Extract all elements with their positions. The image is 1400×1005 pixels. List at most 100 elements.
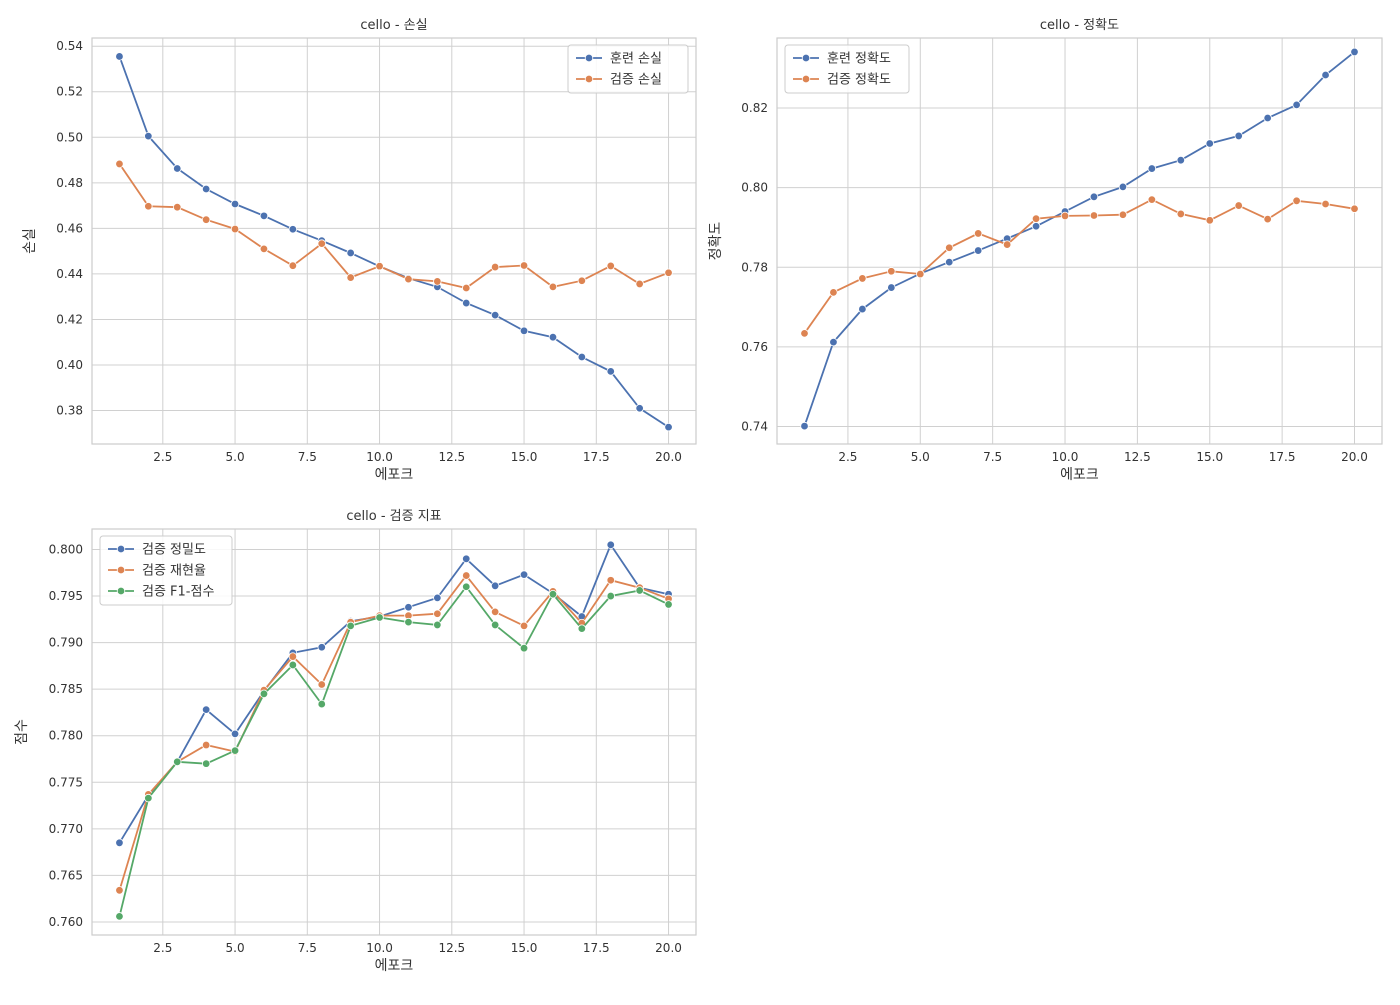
data-point bbox=[1176, 155, 1186, 165]
x-tick-label: 10.0 bbox=[366, 450, 393, 464]
data-point bbox=[887, 267, 896, 276]
data-point bbox=[1350, 47, 1359, 57]
data-point bbox=[259, 211, 269, 221]
data-point bbox=[230, 729, 240, 739]
data-point bbox=[201, 740, 211, 750]
data-point bbox=[916, 269, 925, 279]
data-point bbox=[945, 257, 954, 267]
legend-swatch-marker bbox=[116, 565, 126, 575]
x-tick-label: 17.5 bbox=[583, 450, 610, 464]
series-2 bbox=[800, 195, 1359, 338]
data-point bbox=[375, 261, 384, 271]
data-point bbox=[1089, 192, 1099, 202]
plot-frame bbox=[91, 528, 697, 936]
data-point bbox=[606, 367, 615, 376]
data-point bbox=[664, 422, 673, 432]
data-point bbox=[548, 333, 558, 342]
x-tick-label: 5.0 bbox=[226, 941, 245, 955]
series-3 bbox=[115, 582, 673, 921]
y-tick-label: 0.42 bbox=[56, 312, 83, 326]
y-tick-label: 0.50 bbox=[56, 130, 83, 144]
series-1 bbox=[800, 47, 1359, 431]
data-point bbox=[230, 199, 240, 209]
data-point bbox=[858, 274, 867, 283]
y-axis-label: 정확도 bbox=[708, 222, 724, 261]
data-point bbox=[1321, 70, 1330, 80]
data-point bbox=[548, 589, 558, 599]
data-point bbox=[201, 705, 211, 714]
data-point bbox=[1176, 209, 1186, 219]
legend-box bbox=[784, 44, 910, 94]
data-point bbox=[1060, 211, 1070, 221]
chart-title: cello - 정확도 bbox=[1040, 18, 1119, 33]
x-tick-label: 17.5 bbox=[583, 941, 610, 955]
data-point bbox=[173, 202, 182, 212]
x-tick-label: 2.5 bbox=[838, 450, 857, 464]
data-point bbox=[173, 164, 182, 173]
y-axis-label: 손실 bbox=[22, 228, 38, 254]
data-point bbox=[346, 273, 355, 282]
data-point bbox=[548, 282, 558, 292]
data-point bbox=[1263, 214, 1272, 224]
series-line bbox=[803, 51, 1356, 427]
y-tick-label: 0.54 bbox=[56, 39, 83, 53]
data-point bbox=[115, 52, 124, 61]
data-point bbox=[1118, 210, 1128, 219]
y-tick-label: 0.775 bbox=[49, 775, 83, 789]
data-point bbox=[259, 689, 269, 699]
data-point bbox=[433, 620, 442, 630]
data-point bbox=[173, 757, 182, 766]
data-point bbox=[433, 609, 442, 618]
data-point bbox=[115, 912, 124, 921]
y-tick-label: 0.76 bbox=[741, 340, 768, 354]
data-point bbox=[462, 283, 471, 293]
legend-box bbox=[99, 535, 233, 606]
y-tick-label: 0.800 bbox=[49, 542, 83, 556]
data-point bbox=[230, 224, 240, 234]
data-point bbox=[288, 225, 298, 234]
legend-label: 검증 정밀도 bbox=[142, 543, 206, 558]
y-tick-label: 0.44 bbox=[56, 267, 83, 281]
legend-label: 검증 재현율 bbox=[142, 564, 206, 579]
data-point bbox=[1031, 222, 1041, 231]
x-tick-label: 7.5 bbox=[298, 941, 317, 955]
data-point bbox=[288, 261, 298, 270]
x-tick-label: 2.5 bbox=[153, 450, 172, 464]
y-tick-label: 0.80 bbox=[741, 181, 768, 195]
y-tick-label: 0.780 bbox=[49, 729, 83, 743]
data-point bbox=[606, 540, 615, 550]
plot-area bbox=[92, 38, 696, 444]
data-point bbox=[1205, 216, 1214, 225]
data-point bbox=[1118, 182, 1128, 192]
legend-swatch-marker bbox=[116, 544, 126, 554]
y-tick-label: 0.48 bbox=[56, 176, 83, 190]
data-point bbox=[201, 184, 211, 194]
data-point bbox=[144, 793, 153, 803]
data-point bbox=[1089, 211, 1099, 220]
data-point bbox=[317, 239, 326, 248]
data-point bbox=[490, 262, 500, 272]
data-point bbox=[1031, 214, 1041, 223]
plot-frame bbox=[776, 37, 1383, 445]
series-line bbox=[118, 542, 669, 844]
data-point bbox=[317, 680, 326, 689]
data-point bbox=[1263, 113, 1272, 123]
y-tick-label: 0.785 bbox=[49, 682, 83, 696]
x-tick-label: 17.5 bbox=[1269, 450, 1296, 464]
data-point bbox=[375, 613, 384, 622]
data-point bbox=[519, 570, 529, 579]
data-point bbox=[945, 243, 954, 252]
y-tick-label: 0.770 bbox=[49, 822, 83, 836]
data-point bbox=[404, 617, 413, 627]
data-point bbox=[664, 600, 673, 609]
data-point bbox=[606, 261, 615, 271]
y-tick-label: 0.78 bbox=[741, 260, 768, 274]
x-tick-label: 15.0 bbox=[511, 450, 538, 464]
data-point bbox=[490, 581, 500, 591]
y-tick-label: 0.790 bbox=[49, 636, 83, 650]
data-point bbox=[1205, 139, 1214, 148]
x-tick-label: 20.0 bbox=[655, 941, 682, 955]
data-point bbox=[144, 131, 153, 141]
